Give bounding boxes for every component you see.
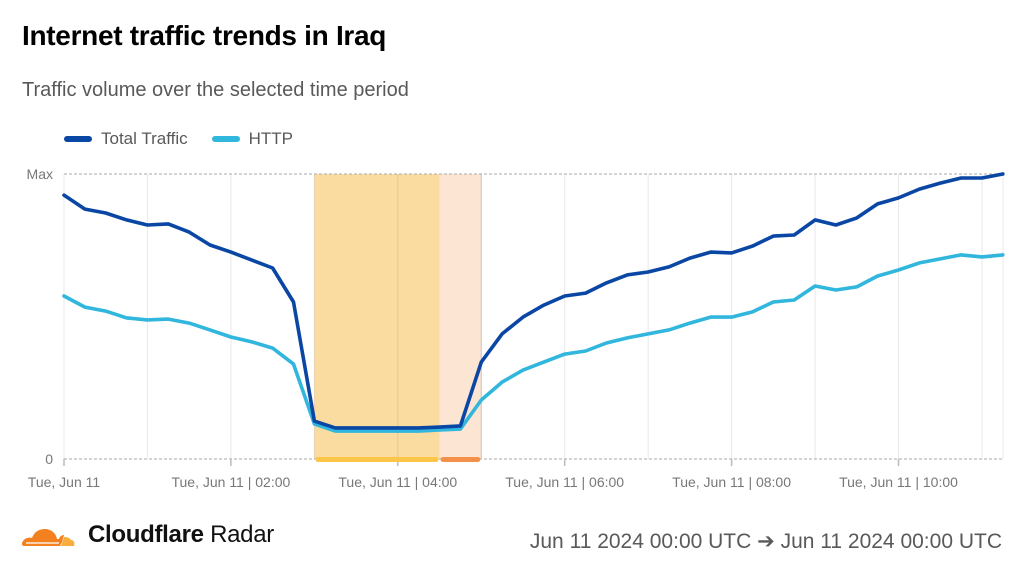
x-tick-label: Tue, Jun 11 | 10:00 xyxy=(839,474,958,490)
outage-bar-secondary xyxy=(440,457,481,462)
x-tick-label: Tue, Jun 11 | 02:00 xyxy=(171,474,290,490)
legend-swatch-total-traffic xyxy=(64,136,92,142)
chart-axis-labels: Max 0 Tue, Jun 11 Tue, Jun 11 | 02:00 Tu… xyxy=(27,166,959,490)
legend-label-http: HTTP xyxy=(248,129,294,148)
date-range: Jun 11 2024 00:00 UTC ➔ Jun 11 2024 00:0… xyxy=(529,530,1002,553)
page-subtitle: Traffic volume over the selected time pe… xyxy=(22,79,409,101)
traffic-chart: Max 0 Tue, Jun 11 Tue, Jun 11 | 02:00 Tu… xyxy=(27,166,1005,490)
x-tick-label: Tue, Jun 11 | 04:00 xyxy=(338,474,457,490)
legend-item-total-traffic[interactable]: Total Traffic xyxy=(64,129,188,149)
chart-gridlines xyxy=(63,174,1004,459)
x-tick-label: Tue, Jun 11 | 06:00 xyxy=(505,474,624,490)
legend-swatch-http xyxy=(211,136,240,142)
chart-series xyxy=(62,172,1005,433)
outage-region-secondary xyxy=(439,174,482,459)
outage-bar-primary xyxy=(315,457,439,462)
series-line-total-traffic xyxy=(62,172,1005,430)
legend-item-http[interactable]: HTTP xyxy=(211,129,294,149)
page-title: Internet traffic trends in Iraq xyxy=(22,20,387,51)
cloudflare-cloud-icon xyxy=(21,529,75,546)
x-tick-label: Tue, Jun 11 xyxy=(28,474,101,490)
series-line-http xyxy=(62,253,1005,433)
brand-name: Cloudflare Radar xyxy=(88,521,274,549)
cloudflare-radar-logo[interactable]: Cloudflare Radar xyxy=(20,520,274,550)
brand-name-light: Radar xyxy=(210,521,274,548)
x-tick-label: Tue, Jun 11 | 08:00 xyxy=(672,474,791,490)
outage-region-primary xyxy=(314,174,440,459)
chart-legend: Total Traffic HTTP xyxy=(64,129,317,149)
y-tick-label-max: Max xyxy=(27,166,53,182)
legend-label-total-traffic: Total Traffic xyxy=(101,129,188,148)
y-tick-label-zero: 0 xyxy=(45,451,53,467)
outage-bars xyxy=(315,457,481,462)
chart-axes xyxy=(63,173,1003,466)
outage-annotations xyxy=(314,174,482,459)
brand-name-bold: Cloudflare xyxy=(88,521,204,548)
